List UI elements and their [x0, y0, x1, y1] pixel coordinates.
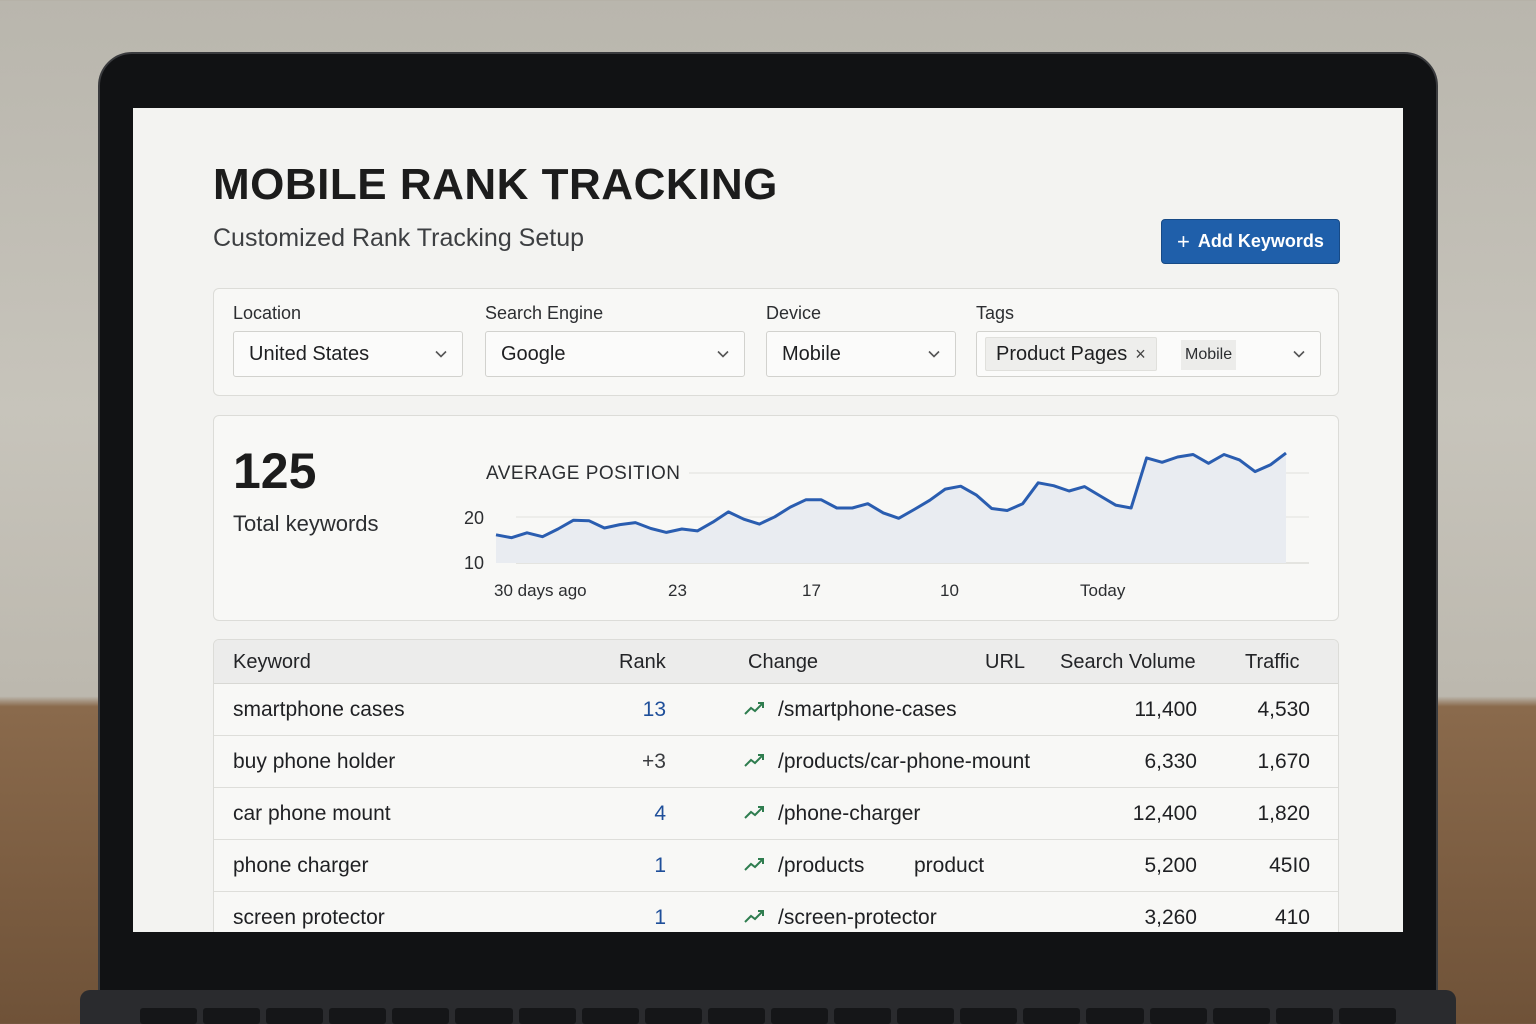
- page-title: MOBILE RANK TRACKING: [213, 160, 778, 209]
- chart-area-fill: [496, 453, 1286, 563]
- keyword-cell: buy phone holder: [233, 750, 396, 773]
- column-header-keyword[interactable]: Keyword: [233, 651, 311, 673]
- plus-icon: +: [1177, 228, 1190, 254]
- stats-panel: 125 Total keywords AVERAGE POSITION 20 10…: [213, 415, 1339, 621]
- tag-chip-label: Product Pages: [996, 342, 1128, 365]
- trend-up-icon: [744, 858, 764, 871]
- location-select[interactable]: United States: [233, 331, 463, 377]
- traffic-cell: 1,670: [1257, 750, 1310, 773]
- traffic-cell: 4,530: [1257, 698, 1310, 721]
- device-select[interactable]: Mobile: [766, 331, 956, 377]
- column-header-traffic[interactable]: Traffic: [1245, 651, 1300, 673]
- close-icon[interactable]: ×: [1135, 343, 1146, 364]
- table-row[interactable]: buy phone holder +3 /products/car-phone-…: [214, 736, 1338, 788]
- tag-secondary-value: Mobile: [1181, 340, 1237, 370]
- url-extra-cell: product: [914, 854, 985, 877]
- keyword-cell: screen protector: [233, 906, 385, 929]
- location-label: Location: [233, 303, 302, 323]
- table-row[interactable]: phone charger 1 /products product 5,200 …: [214, 840, 1338, 892]
- keyword-cell: phone charger: [233, 854, 369, 877]
- rank-cell: 4: [654, 802, 666, 825]
- rank-cell: 1: [654, 906, 666, 929]
- search-engine-value: Google: [501, 342, 566, 365]
- chart-title: AVERAGE POSITION: [486, 463, 681, 484]
- keyword-cell: smartphone cases: [233, 698, 405, 721]
- trend-up-icon: [744, 806, 764, 819]
- rank-cell: 13: [642, 698, 666, 721]
- table-row[interactable]: smartphone cases 13 /smartphone-cases 11…: [214, 684, 1338, 736]
- traffic-cell: 410: [1274, 906, 1310, 929]
- trend-up-icon: [744, 910, 764, 923]
- search-engine-label: Search Engine: [485, 303, 604, 323]
- column-header-url[interactable]: URL: [985, 651, 1026, 673]
- location-value: United States: [249, 342, 370, 365]
- device-value: Mobile: [782, 342, 841, 365]
- url-cell[interactable]: /products: [778, 854, 865, 877]
- table-row[interactable]: car phone mount 4 /phone-charger 12,400 …: [214, 788, 1338, 840]
- url-cell[interactable]: /screen-protector: [778, 906, 937, 929]
- y-tick-label: 10: [464, 553, 484, 573]
- url-cell[interactable]: /products/car-phone-mount: [778, 750, 1031, 773]
- search-volume-cell: 3,260: [1144, 906, 1197, 929]
- total-keywords-label: Total keywords: [233, 511, 379, 536]
- tags-select[interactable]: Product Pages × Mobile: [976, 331, 1321, 377]
- rank-cell: +3: [642, 750, 666, 773]
- x-tick-label: Today: [1080, 581, 1126, 600]
- app-screen: MOBILE RANK TRACKING Customized Rank Tra…: [133, 108, 1403, 932]
- trend-up-icon: [744, 702, 764, 715]
- keyword-table: Keyword Rank Change URL Search Volume Tr…: [213, 639, 1339, 932]
- chevron-down-icon: [1293, 350, 1305, 358]
- x-tick-label: 23: [668, 581, 687, 600]
- chart-series-line: [495, 451, 1287, 540]
- add-keywords-button[interactable]: + Add Keywords: [1161, 219, 1340, 264]
- average-position-chart: AVERAGE POSITION 20 10 30 days ago 23 17 10 To…: [464, 451, 1309, 600]
- total-keywords-value: 125: [233, 443, 317, 499]
- search-engine-select[interactable]: Google: [485, 331, 745, 377]
- table-header: Keyword Rank Change URL Search Volume Tr…: [214, 640, 1338, 684]
- rank-cell: 1: [654, 854, 666, 877]
- search-volume-cell: 12,400: [1132, 802, 1197, 825]
- table-row[interactable]: screen protector 1 /screen-protector 3,2…: [214, 892, 1338, 932]
- url-cell[interactable]: /phone-charger: [778, 802, 921, 825]
- x-tick-label: 17: [802, 581, 821, 600]
- device-label: Device: [766, 303, 822, 323]
- search-volume-cell: 5,200: [1144, 854, 1197, 877]
- y-tick-label: 20: [464, 508, 484, 528]
- url-cell[interactable]: /smartphone-cases: [778, 698, 957, 721]
- column-header-rank[interactable]: Rank: [619, 651, 666, 673]
- tag-chip-product-pages: Product Pages ×: [985, 337, 1157, 371]
- x-tick-label: 30 days ago: [494, 581, 587, 600]
- keyboard-keys: [140, 1008, 1396, 1024]
- traffic-cell: 45I0: [1269, 854, 1310, 877]
- add-keywords-label: Add Keywords: [1197, 231, 1324, 251]
- trend-up-icon: [744, 754, 764, 767]
- x-tick-label: 10: [940, 581, 959, 600]
- page-subtitle: Customized Rank Tracking Setup: [213, 224, 585, 252]
- tags-label: Tags: [976, 303, 1015, 323]
- chevron-down-icon: [435, 350, 447, 358]
- chevron-down-icon: [928, 350, 940, 358]
- chevron-down-icon: [717, 350, 729, 358]
- search-volume-cell: 6,330: [1144, 750, 1197, 773]
- search-volume-cell: 11,400: [1134, 698, 1197, 721]
- filter-panel: Location United States Search Engine Goo…: [213, 288, 1339, 396]
- column-header-change[interactable]: Change: [748, 651, 819, 673]
- column-header-search-volume[interactable]: Search Volume: [1060, 651, 1196, 673]
- keyword-cell: car phone mount: [233, 802, 391, 825]
- traffic-cell: 1,820: [1257, 802, 1310, 825]
